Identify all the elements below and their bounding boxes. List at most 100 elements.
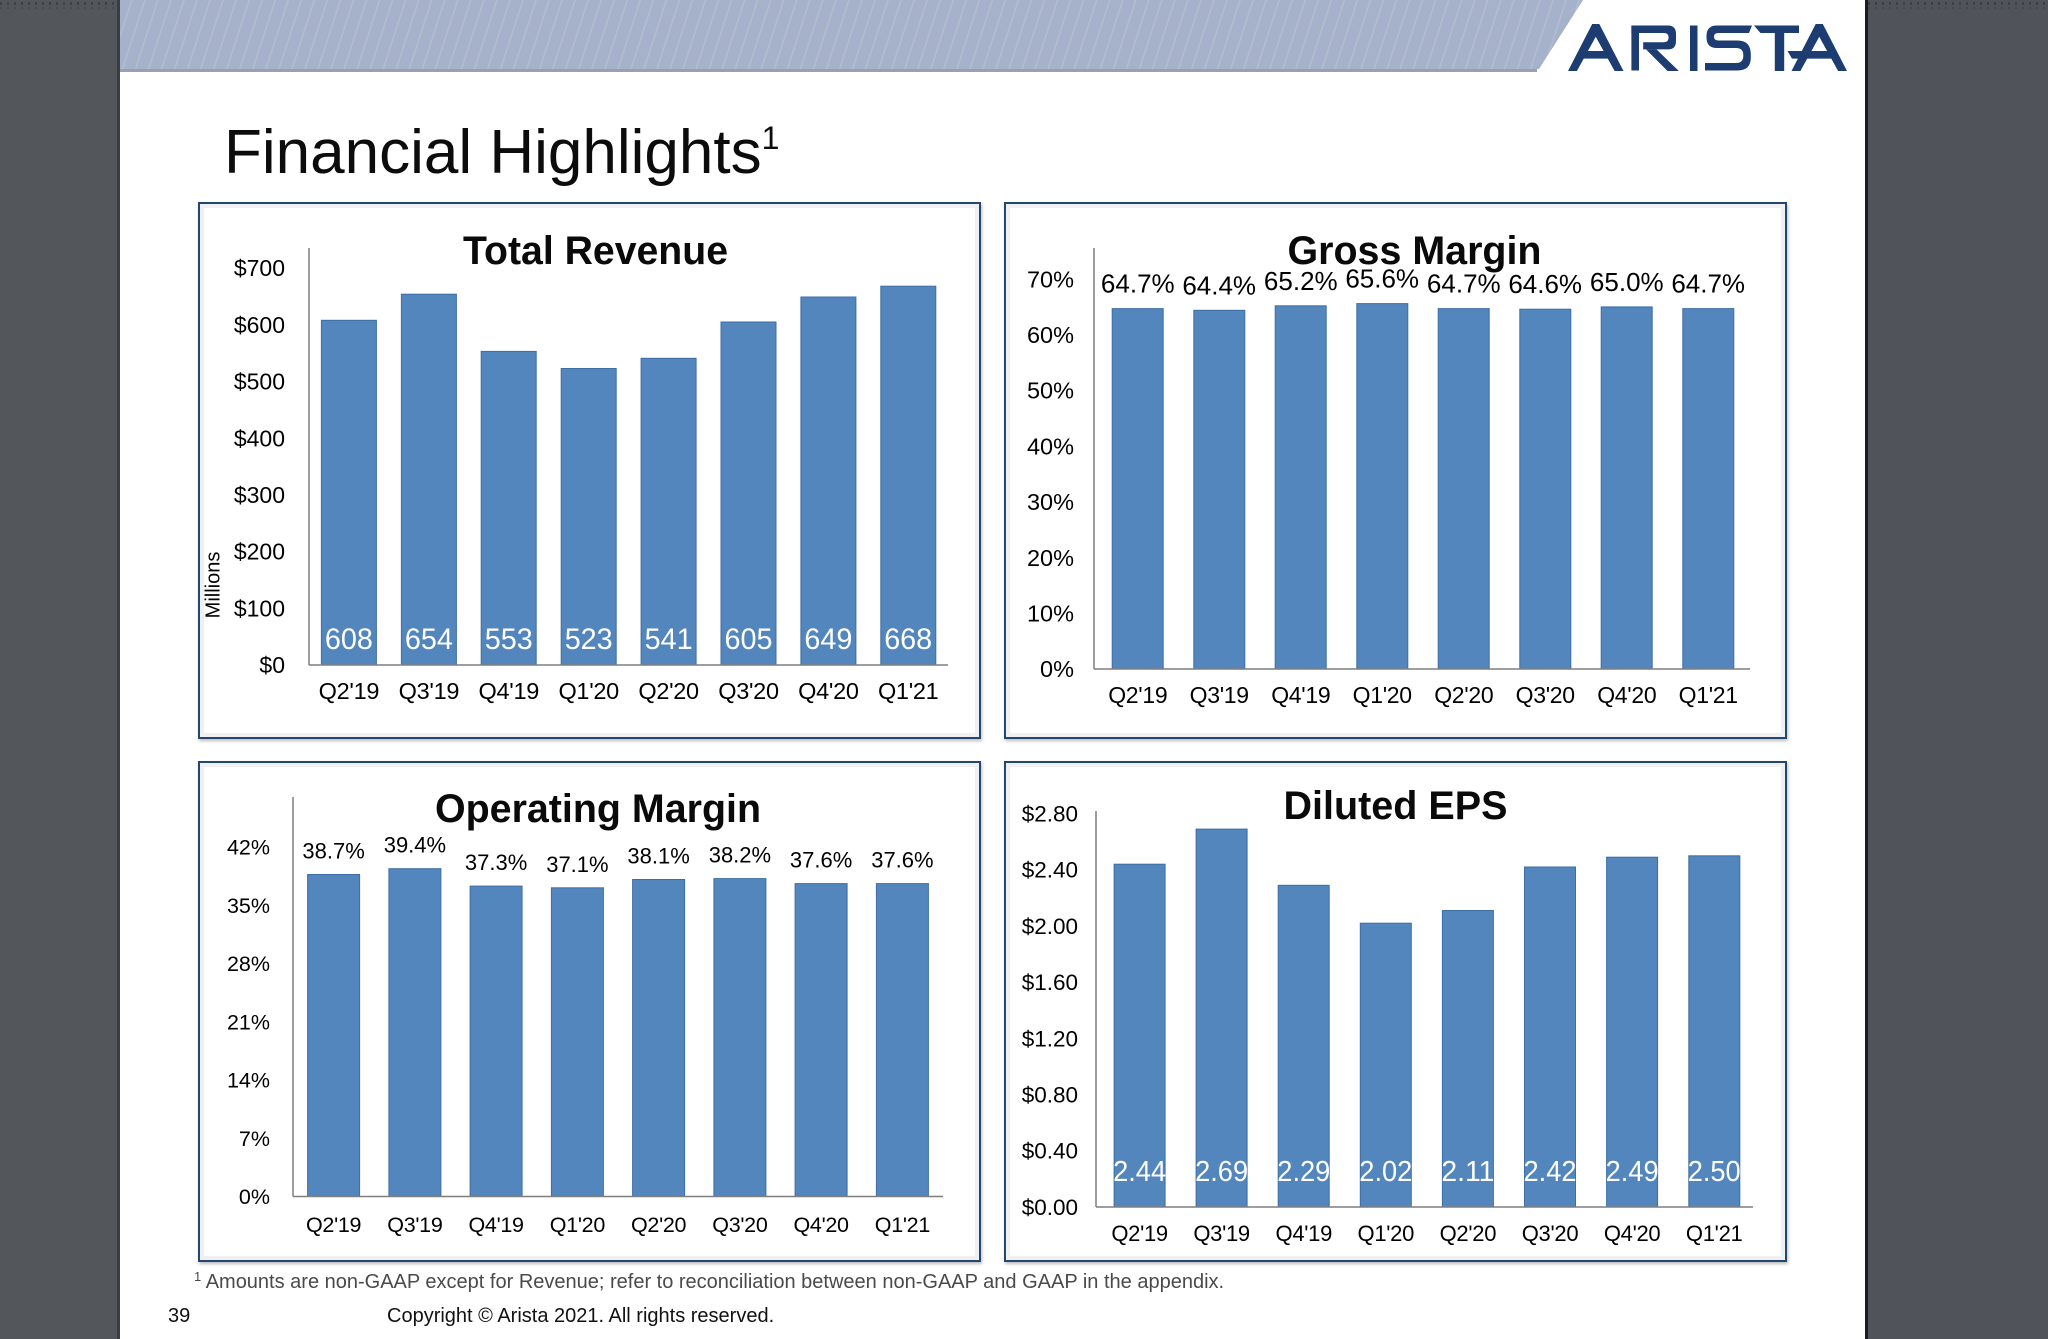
svg-text:Diluted EPS: Diluted EPS [1284, 784, 1508, 828]
svg-text:649: 649 [804, 623, 852, 656]
svg-text:$1.60: $1.60 [1022, 970, 1078, 995]
svg-text:7%: 7% [239, 1127, 270, 1151]
svg-text:64.7%: 64.7% [1101, 269, 1175, 299]
svg-text:20%: 20% [1027, 545, 1074, 571]
svg-text:64.7%: 64.7% [1671, 269, 1745, 299]
svg-text:553: 553 [485, 623, 533, 656]
svg-text:2.29: 2.29 [1277, 1156, 1330, 1188]
svg-text:Q4'19: Q4'19 [1276, 1221, 1333, 1246]
svg-text:Q4'19: Q4'19 [479, 678, 539, 704]
svg-text:37.1%: 37.1% [546, 852, 608, 877]
svg-text:38.7%: 38.7% [302, 839, 364, 864]
svg-text:$0.00: $0.00 [1022, 1195, 1078, 1220]
svg-text:30%: 30% [1027, 489, 1074, 515]
svg-text:Q1'21: Q1'21 [1679, 682, 1738, 708]
svg-text:Q1'21: Q1'21 [878, 678, 938, 704]
svg-text:Q1'20: Q1'20 [550, 1213, 606, 1237]
svg-text:Q4'20: Q4'20 [1597, 682, 1656, 708]
svg-text:Total Revenue: Total Revenue [463, 229, 728, 273]
svg-text:Q4'20: Q4'20 [1604, 1221, 1661, 1246]
svg-text:2.42: 2.42 [1524, 1156, 1577, 1188]
svg-text:37.6%: 37.6% [871, 848, 933, 873]
svg-text:Q3'19: Q3'19 [387, 1213, 442, 1237]
svg-text:Q4'19: Q4'19 [468, 1213, 523, 1237]
svg-text:50%: 50% [1027, 378, 1074, 404]
svg-text:37.6%: 37.6% [790, 848, 852, 873]
svg-text:21%: 21% [227, 1010, 270, 1034]
svg-text:Q2'19: Q2'19 [1108, 682, 1167, 708]
svg-text:541: 541 [645, 623, 693, 656]
svg-text:Q2'20: Q2'20 [1440, 1221, 1497, 1246]
svg-text:Q3'20: Q3'20 [1522, 1221, 1579, 1246]
svg-text:$2.00: $2.00 [1022, 914, 1078, 939]
svg-text:70%: 70% [1027, 266, 1074, 292]
svg-text:2.44: 2.44 [1113, 1156, 1166, 1188]
svg-text:Q4'20: Q4'20 [798, 678, 859, 704]
svg-text:Q1'20: Q1'20 [1358, 1221, 1415, 1246]
svg-text:Q1'21: Q1'21 [875, 1213, 930, 1237]
svg-text:Q4'20: Q4'20 [793, 1213, 849, 1237]
svg-text:668: 668 [884, 623, 932, 656]
svg-text:14%: 14% [227, 1069, 270, 1093]
svg-text:Q3'20: Q3'20 [1516, 682, 1575, 708]
svg-text:Gross Margin: Gross Margin [1288, 229, 1542, 273]
svg-text:$0.40: $0.40 [1022, 1139, 1078, 1164]
svg-text:654: 654 [405, 623, 453, 656]
svg-text:$1.20: $1.20 [1022, 1026, 1078, 1051]
svg-text:$600: $600 [234, 312, 285, 338]
svg-text:2.11: 2.11 [1441, 1156, 1494, 1188]
svg-text:38.1%: 38.1% [627, 844, 689, 869]
svg-text:$200: $200 [234, 539, 285, 565]
svg-text:Q3'19: Q3'19 [399, 678, 459, 704]
svg-text:65.2%: 65.2% [1264, 266, 1338, 296]
svg-text:Q3'19: Q3'19 [1193, 1221, 1250, 1246]
svg-text:65.6%: 65.6% [1345, 264, 1419, 294]
svg-text:$400: $400 [234, 425, 285, 451]
svg-text:64.7%: 64.7% [1427, 269, 1501, 299]
svg-text:Q2'20: Q2'20 [638, 678, 699, 704]
svg-text:$0: $0 [259, 652, 285, 678]
svg-text:$2.80: $2.80 [1022, 802, 1078, 827]
svg-text:605: 605 [725, 623, 773, 656]
svg-text:38.2%: 38.2% [709, 843, 771, 868]
svg-text:64.4%: 64.4% [1182, 270, 1256, 300]
svg-text:37.3%: 37.3% [465, 850, 527, 875]
svg-text:Operating Margin: Operating Margin [435, 787, 761, 831]
svg-text:Q1'20: Q1'20 [1353, 682, 1412, 708]
svg-text:60%: 60% [1027, 322, 1074, 348]
svg-text:608: 608 [325, 623, 373, 656]
svg-text:2.02: 2.02 [1359, 1156, 1412, 1188]
svg-text:Q4'19: Q4'19 [1271, 682, 1330, 708]
svg-text:40%: 40% [1027, 433, 1074, 459]
svg-text:65.0%: 65.0% [1590, 267, 1664, 297]
svg-text:$700: $700 [234, 255, 285, 281]
svg-text:$300: $300 [234, 482, 285, 508]
svg-text:0%: 0% [1040, 656, 1074, 682]
svg-text:2.69: 2.69 [1195, 1156, 1248, 1188]
svg-text:$0.80: $0.80 [1022, 1083, 1078, 1108]
svg-text:Millions: Millions [203, 552, 225, 619]
svg-text:Q2'19: Q2'19 [319, 678, 379, 704]
svg-text:Q1'20: Q1'20 [558, 678, 619, 704]
svg-text:$500: $500 [234, 369, 285, 395]
svg-text:35%: 35% [227, 894, 270, 918]
svg-text:$2.40: $2.40 [1022, 858, 1078, 883]
svg-text:64.6%: 64.6% [1508, 269, 1582, 299]
svg-text:Q1'21: Q1'21 [1686, 1221, 1743, 1246]
svg-text:Q2'20: Q2'20 [631, 1213, 687, 1237]
svg-text:42%: 42% [227, 836, 270, 860]
svg-text:2.50: 2.50 [1688, 1156, 1741, 1188]
svg-text:Q2'19: Q2'19 [1111, 1221, 1168, 1246]
svg-text:Q3'20: Q3'20 [712, 1213, 768, 1237]
svg-text:523: 523 [565, 623, 613, 656]
svg-text:0%: 0% [239, 1185, 270, 1209]
svg-text:Q3'19: Q3'19 [1190, 682, 1249, 708]
svg-text:28%: 28% [227, 952, 270, 976]
svg-text:Q2'19: Q2'19 [306, 1213, 361, 1237]
svg-text:39.4%: 39.4% [384, 833, 446, 858]
svg-text:$100: $100 [234, 595, 285, 621]
svg-text:2.49: 2.49 [1606, 1156, 1659, 1188]
svg-text:10%: 10% [1027, 601, 1074, 627]
svg-text:Q2'20: Q2'20 [1434, 682, 1493, 708]
svg-text:Q3'20: Q3'20 [718, 678, 779, 704]
